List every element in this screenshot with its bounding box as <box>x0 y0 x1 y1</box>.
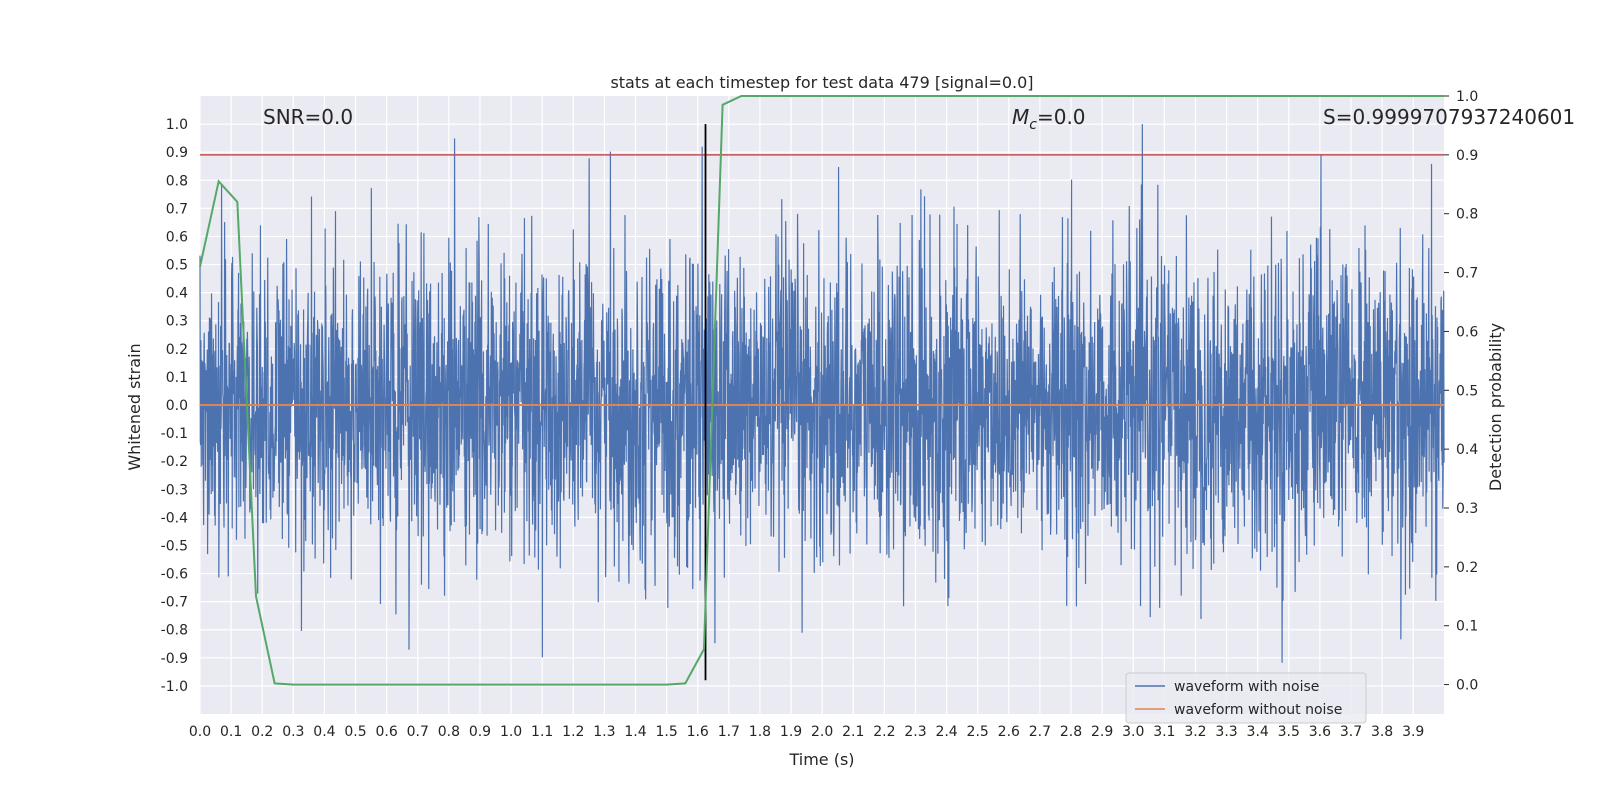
y-tick-label: -0.1 <box>161 426 188 442</box>
series-waveform-with-noise <box>199 124 1445 663</box>
x-tick-label: 2.5 <box>967 724 989 740</box>
legend-label-waveform-with-noise: waveform with noise <box>1174 679 1319 695</box>
y-tick-label: 0.3 <box>166 314 188 330</box>
x-tick-label: 0.7 <box>407 724 429 740</box>
y2-tick-label: 0.0 <box>1456 678 1478 694</box>
x-tick-label: 1.4 <box>624 724 646 740</box>
x-tick-label: 1.2 <box>562 724 584 740</box>
x-axis-label: Time (s) <box>788 750 854 769</box>
annotation-mc-subscript: c <box>1029 117 1037 133</box>
y-axis-label: Whitened strain <box>125 343 144 470</box>
y-tick-label: -0.3 <box>161 482 188 498</box>
x-tick-label: 3.6 <box>1309 724 1331 740</box>
x-tick-label: 1.7 <box>718 724 740 740</box>
x-tick-label: 3.2 <box>1184 724 1206 740</box>
y2-tick-label: 0.9 <box>1456 148 1478 164</box>
y2-tick-label: 0.5 <box>1456 383 1478 399</box>
x-tick-label: 0.8 <box>438 724 460 740</box>
x-tick-label: 3.5 <box>1278 724 1300 740</box>
y-tick-label: 0.6 <box>166 229 188 245</box>
y-tick-label: 0.7 <box>166 201 188 217</box>
x-tick-label: 0.4 <box>313 724 335 740</box>
x-tick-label: 0.2 <box>251 724 273 740</box>
y-tick-label: -0.2 <box>161 454 188 470</box>
y2-tick-label: 1.0 <box>1456 89 1478 105</box>
y-axis-ticks: 1.0 0.9 0.8 0.7 0.6 0.5 0.4 0.3 0.2 0.1 0.0 -0.1 -0.… <box>161 117 188 695</box>
x-tick-label: 2.0 <box>811 724 833 740</box>
y2-tick-label: 0.2 <box>1456 560 1478 576</box>
x-tick-label: 3.9 <box>1402 724 1424 740</box>
x-tick-label: 0.5 <box>344 724 366 740</box>
y-tick-label: 0.9 <box>166 145 188 161</box>
y2-tick-label: 0.6 <box>1456 324 1478 340</box>
legend-box <box>1125 672 1367 724</box>
annotation-mc-symbol: M <box>1012 105 1029 129</box>
y-tick-label: -0.4 <box>161 510 188 526</box>
x-tick-label: 3.7 <box>1340 724 1362 740</box>
x-tick-label: 1.0 <box>500 724 522 740</box>
x-tick-label: 3.3 <box>1215 724 1237 740</box>
y-tick-label: -0.7 <box>161 595 188 611</box>
annotation-snr: SNR=0.0 <box>263 105 353 129</box>
y-tick-label: 0.4 <box>166 286 188 302</box>
x-tick-label: 1.9 <box>780 724 802 740</box>
y2-axis-label: Detection probability <box>1486 323 1505 491</box>
x-tick-label: 0.0 <box>189 724 211 740</box>
series-lines <box>199 95 1444 686</box>
x-tick-label: 0.9 <box>469 724 491 740</box>
x-tick-label: 3.4 <box>1247 724 1269 740</box>
annotation-s: S=0.9999707937240601 <box>1323 105 1575 129</box>
y2-tick-label: 0.3 <box>1456 501 1478 517</box>
y-tick-label: 0.5 <box>166 258 188 274</box>
y-tick-label: 0.0 <box>166 398 188 414</box>
y-tick-label: -1.0 <box>161 679 188 695</box>
y-tick-label: -0.9 <box>161 651 188 667</box>
y2-tick-label: 0.7 <box>1456 266 1478 282</box>
x-tick-label: 1.5 <box>655 724 677 740</box>
x-tick-label: 2.1 <box>842 724 864 740</box>
waveform-with-noise-line <box>199 124 1445 663</box>
y-tick-label: -0.6 <box>161 567 188 583</box>
x-tick-label: 1.6 <box>687 724 709 740</box>
y-tick-label: -0.5 <box>161 538 188 554</box>
y-tick-label: 0.2 <box>166 342 188 358</box>
x-tick-label: 2.2 <box>873 724 895 740</box>
legend-label-waveform-without-noise: waveform without noise <box>1174 702 1342 718</box>
y2-tick-label: 0.1 <box>1456 619 1478 635</box>
y-tick-label: 0.8 <box>166 173 188 189</box>
x-tick-label: 2.7 <box>1029 724 1051 740</box>
x-tick-label: 2.3 <box>904 724 926 740</box>
y-tick-label: 1.0 <box>166 117 188 133</box>
x-tick-label: 1.1 <box>531 724 553 740</box>
annotation-mc: Mc=0.0 <box>1012 105 1086 133</box>
x-tick-label: 2.4 <box>935 724 957 740</box>
x-tick-label: 3.1 <box>1153 724 1175 740</box>
x-tick-label: 2.8 <box>1060 724 1082 740</box>
legend: waveform with noise waveform without noi… <box>1125 672 1367 724</box>
x-tick-label: 2.6 <box>998 724 1020 740</box>
detection-probability-line <box>199 95 1444 686</box>
y-tick-label: -0.8 <box>161 623 188 639</box>
x-tick-label: 0.1 <box>220 724 242 740</box>
y2-tick-label: 0.4 <box>1456 442 1478 458</box>
y2-tick-label: 0.8 <box>1456 207 1478 223</box>
x-tick-label: 0.6 <box>376 724 398 740</box>
x-tick-label: 3.8 <box>1371 724 1393 740</box>
x-tick-label: 1.3 <box>593 724 615 740</box>
x-axis-ticks: 0.0 0.1 0.2 0.3 0.4 0.5 0.6 0.7 0.8 0.9 1.0 1.1 1.2 1… <box>189 724 1424 740</box>
annotation-mc-value: =0.0 <box>1037 105 1086 129</box>
y2-axis-ticks: 1.0 0.9 0.8 0.7 0.6 0.5 0.4 0.3 0.2 0.1 0.0 <box>1444 89 1478 694</box>
x-tick-label: 0.3 <box>282 724 304 740</box>
x-tick-label: 3.0 <box>1122 724 1144 740</box>
x-tick-label: 1.8 <box>749 724 771 740</box>
x-tick-label: 2.9 <box>1091 724 1113 740</box>
chart-title: stats at each timestep for test data 479… <box>610 73 1033 92</box>
y-tick-label: 0.1 <box>166 370 188 386</box>
